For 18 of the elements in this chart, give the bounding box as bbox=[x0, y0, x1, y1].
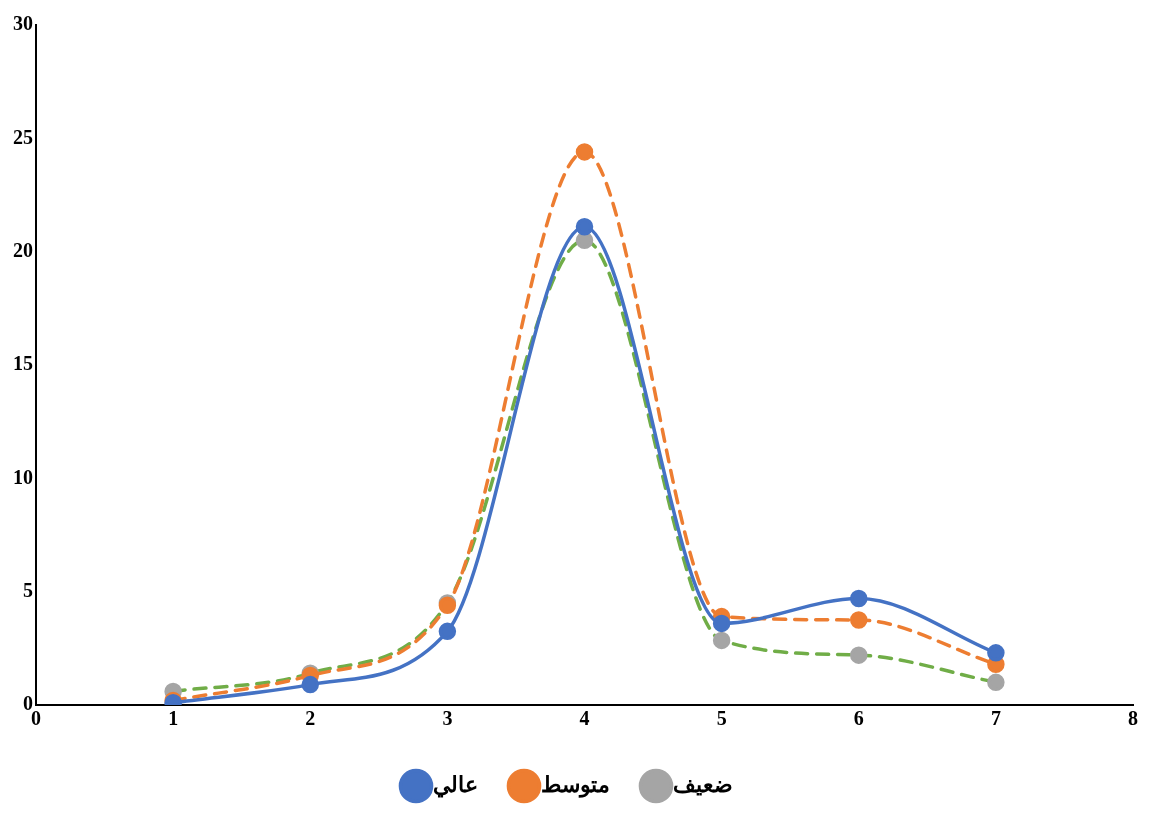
y-tick-label: 0 bbox=[23, 692, 33, 715]
y-tick-label: 20 bbox=[13, 238, 33, 261]
x-tick-label: 8 bbox=[1128, 707, 1138, 730]
x-tick-label: 1 bbox=[168, 707, 179, 730]
x-tick-label: 6 bbox=[853, 707, 864, 730]
y-tick-label: 15 bbox=[13, 352, 33, 375]
x-tick-label: 5 bbox=[716, 707, 727, 730]
x-tick-label: 4 bbox=[579, 707, 590, 730]
y-tick-label: 5 bbox=[23, 578, 33, 601]
y-tick-label: 30 bbox=[13, 12, 33, 35]
legend-label: ضعيف bbox=[673, 771, 733, 797]
y-tick-label: 10 bbox=[13, 465, 33, 488]
x-tick-label: 7 bbox=[990, 707, 1001, 730]
legend-label: متوسط bbox=[541, 771, 610, 798]
legend-label: عالي bbox=[433, 771, 478, 798]
x-tick-label: 2 bbox=[305, 707, 316, 730]
x-tick-label: 3 bbox=[442, 707, 453, 730]
y-tick-label: 25 bbox=[13, 125, 33, 148]
